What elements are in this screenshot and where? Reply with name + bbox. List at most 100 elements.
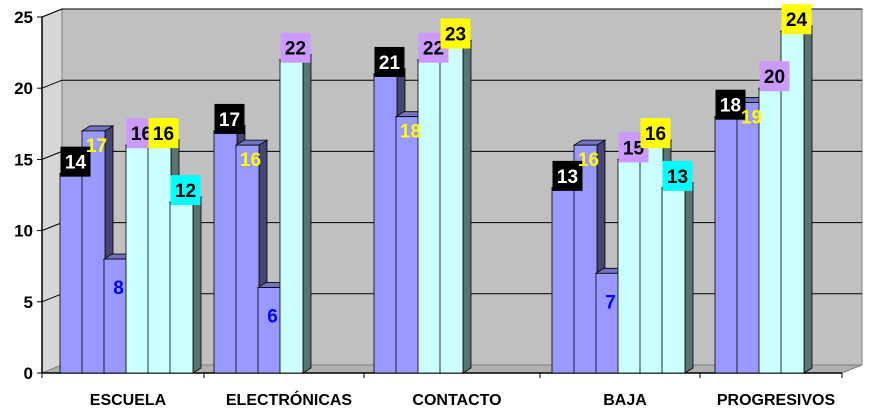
x-tick-label: ELECTRÓNICAS [226, 390, 353, 409]
data-label-box [214, 103, 245, 134]
data-label: 16 [578, 150, 599, 171]
data-label-box [552, 160, 583, 191]
bar-front [373, 73, 398, 374]
y-tick-label: 10 [14, 222, 33, 241]
gridline-side [41, 8, 63, 18]
y-tick-label: 25 [14, 8, 33, 27]
data-label: 19 [741, 107, 762, 128]
data-label: 12 [170, 175, 201, 206]
data-label-text: 18 [400, 122, 421, 143]
bar [660, 182, 695, 374]
data-label: 18 [715, 89, 746, 120]
data-label: 16 [640, 118, 671, 149]
data-label-box [280, 32, 311, 63]
data-label-text: 16 [578, 150, 599, 171]
bar-front [439, 45, 464, 374]
data-label: 17 [86, 136, 107, 157]
data-label-text: 17 [86, 136, 107, 157]
data-label: 20 [759, 61, 790, 92]
data-label: 23 [440, 18, 471, 49]
data-label-text: 16 [645, 124, 666, 145]
data-label-text: 17 [219, 110, 240, 131]
data-label-box [781, 4, 812, 35]
bar-side [803, 25, 813, 374]
bar-front [147, 144, 172, 374]
data-label-text: 21 [379, 53, 401, 74]
data-label: 18 [400, 122, 421, 143]
data-label: 13 [662, 160, 693, 191]
bar-front [714, 116, 739, 374]
data-label-box [170, 175, 201, 206]
data-label-box [759, 61, 790, 92]
data-label-text: 16 [240, 150, 261, 171]
bar-group [713, 25, 814, 374]
gridline-side [41, 293, 63, 303]
data-label-text: 16 [131, 124, 152, 145]
bar [278, 53, 313, 374]
data-label: 21 [374, 46, 405, 77]
bar-front [235, 144, 260, 374]
bar-front [736, 102, 761, 374]
bar-front [125, 144, 150, 374]
data-label: 17 [214, 103, 245, 134]
x-tick-label: CONTACTO [412, 392, 501, 409]
data-label-text: 16 [153, 124, 174, 145]
data-label-text: 20 [764, 67, 785, 88]
x-tick-label: BAJA [603, 392, 647, 409]
gridline-side [41, 150, 63, 160]
y-tick-label: 0 [24, 364, 33, 383]
data-label: 24 [781, 4, 812, 35]
data-label-box [60, 146, 91, 177]
bar [438, 39, 473, 374]
bars [58, 25, 814, 374]
bar-front [758, 87, 783, 374]
data-label-text: 22 [423, 39, 444, 60]
bar-front [617, 158, 642, 374]
data-label-box [715, 89, 746, 120]
data-label-text: 13 [557, 167, 578, 188]
bar-side [462, 39, 472, 374]
bar-front [59, 173, 84, 374]
bar-side [192, 196, 202, 374]
data-label: 16 [240, 150, 261, 171]
bar-front [103, 258, 128, 374]
y-tick-label: 5 [24, 293, 33, 312]
x-tick-label: ESCUELA [90, 392, 167, 409]
bar-front [81, 130, 106, 374]
bar-front [595, 272, 620, 374]
data-label: 7 [605, 292, 616, 313]
data-label: 13 [552, 160, 583, 191]
bar-front [639, 144, 664, 374]
data-label-text: 12 [175, 181, 196, 202]
bar-front [661, 187, 686, 374]
data-label-box [374, 46, 405, 77]
bar [168, 196, 203, 374]
data-label: 8 [113, 278, 124, 299]
data-label: 16 [148, 118, 179, 149]
data-label-box [640, 118, 671, 149]
bar [779, 25, 814, 374]
bar-front [213, 130, 238, 374]
data-label-box [148, 118, 179, 149]
gridline-side [41, 79, 63, 89]
bar-front [573, 144, 598, 374]
bar-group [372, 39, 473, 374]
data-label-text: 7 [605, 292, 616, 313]
data-label: 22 [280, 32, 311, 63]
bar-front [551, 187, 576, 374]
bar-group [212, 53, 313, 374]
data-label-text: 15 [623, 138, 645, 159]
gridline-side [41, 222, 63, 232]
bar-side [302, 53, 312, 374]
bar-front [395, 116, 420, 374]
y-tick-label: 20 [14, 79, 33, 98]
data-label: 6 [267, 307, 278, 328]
data-label-box [662, 160, 693, 191]
bar-front [257, 287, 282, 374]
data-label: 14 [60, 146, 91, 177]
bar-front [279, 59, 304, 374]
data-label-text: 14 [65, 153, 87, 174]
y-tick-label: 15 [14, 150, 33, 169]
